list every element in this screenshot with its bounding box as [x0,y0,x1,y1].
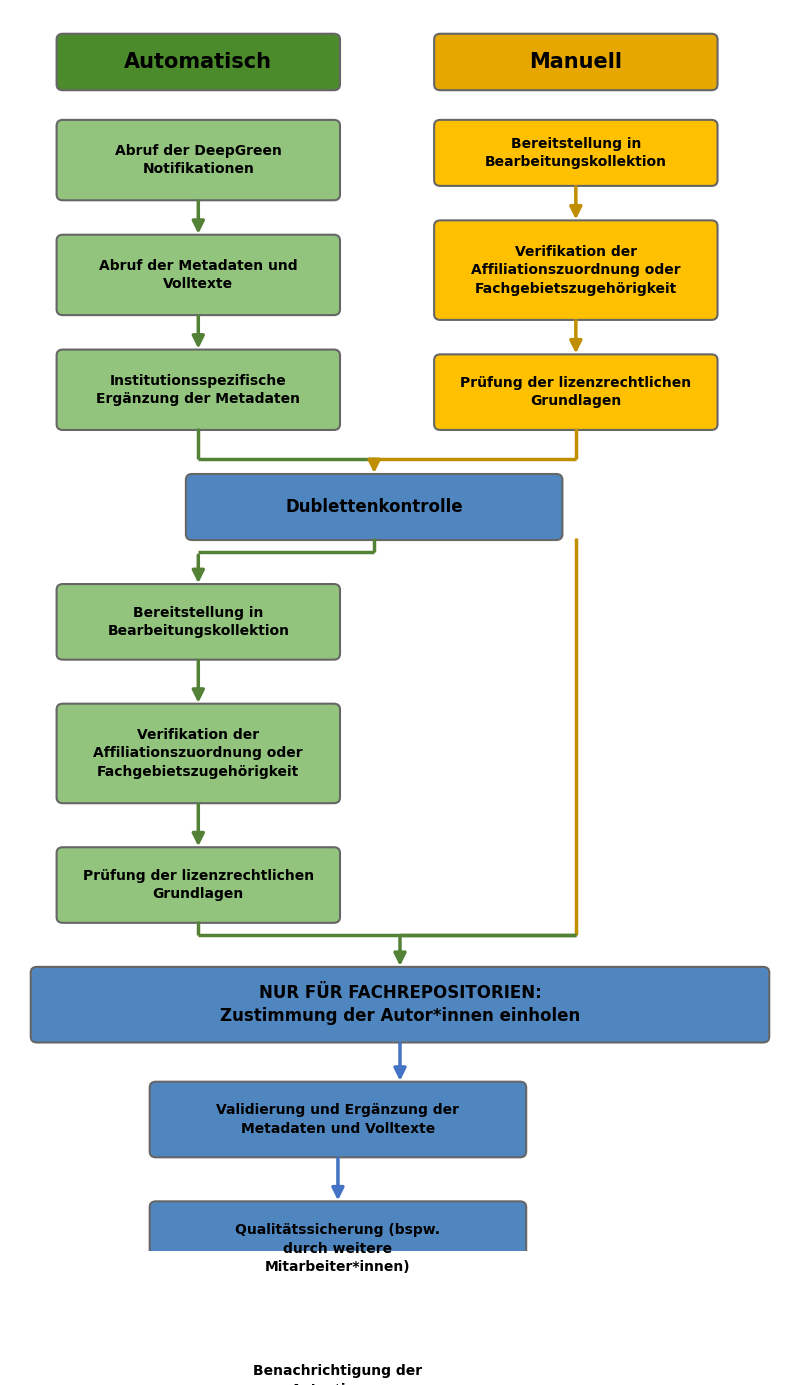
FancyBboxPatch shape [434,355,718,429]
Text: Abruf der Metadaten und
Volltexte: Abruf der Metadaten und Volltexte [99,259,298,291]
FancyBboxPatch shape [186,474,562,540]
Text: Benachrichtigung der
Autor*innen: Benachrichtigung der Autor*innen [254,1364,422,1385]
Text: Dublettenkontrolle: Dublettenkontrolle [286,499,463,517]
Text: Bereitstellung in
Bearbeitungskollektion: Bereitstellung in Bearbeitungskollektion [107,605,290,638]
Text: Manuell: Manuell [530,53,622,72]
Text: Verifikation der
Affiliationszuordnung oder
Fachgebietszugehörigkeit: Verifikation der Affiliationszuordnung o… [94,729,303,778]
FancyBboxPatch shape [57,349,340,429]
FancyBboxPatch shape [434,33,718,90]
FancyBboxPatch shape [434,120,718,186]
FancyBboxPatch shape [57,120,340,201]
FancyBboxPatch shape [150,1201,526,1296]
FancyBboxPatch shape [57,584,340,659]
Text: Bereitstellung in
Bearbeitungskollektion: Bereitstellung in Bearbeitungskollektion [485,137,667,169]
FancyBboxPatch shape [434,220,718,320]
FancyBboxPatch shape [150,1341,526,1385]
FancyBboxPatch shape [57,33,340,90]
Text: Verifikation der
Affiliationszuordnung oder
Fachgebietszugehörigkeit: Verifikation der Affiliationszuordnung o… [471,245,681,295]
FancyBboxPatch shape [57,848,340,922]
FancyBboxPatch shape [57,704,340,803]
FancyBboxPatch shape [30,967,770,1043]
Text: Abruf der DeepGreen
Notifikationen: Abruf der DeepGreen Notifikationen [115,144,282,176]
Text: Qualitätssicherung (bspw.
durch weitere
Mitarbeiter*innen): Qualitätssicherung (bspw. durch weitere … [235,1223,441,1274]
Text: Institutionsspezifische
Ergänzung der Metadaten: Institutionsspezifische Ergänzung der Me… [96,374,300,406]
Text: NUR FÜR FACHREPOSITORIEN:
Zustimmung der Autor*innen einholen: NUR FÜR FACHREPOSITORIEN: Zustimmung der… [220,983,580,1025]
FancyBboxPatch shape [57,234,340,316]
Text: Validierung und Ergänzung der
Metadaten und Volltexte: Validierung und Ergänzung der Metadaten … [217,1104,459,1136]
Text: Prüfung der lizenzrechtlichen
Grundlagen: Prüfung der lizenzrechtlichen Grundlagen [460,375,691,409]
Text: Prüfung der lizenzrechtlichen
Grundlagen: Prüfung der lizenzrechtlichen Grundlagen [82,868,314,902]
FancyBboxPatch shape [150,1082,526,1158]
Text: Automatisch: Automatisch [124,53,272,72]
